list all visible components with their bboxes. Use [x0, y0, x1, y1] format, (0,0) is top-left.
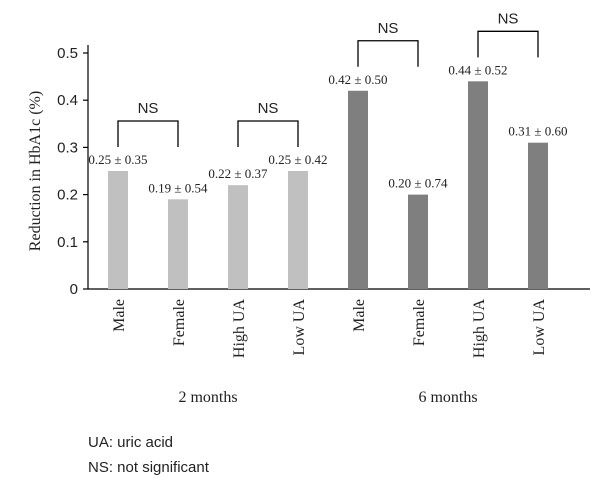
bar-value-label: 0.44 ± 0.52 [448, 62, 507, 77]
category-label: Female [411, 299, 428, 346]
bar [168, 199, 188, 289]
category-label: Low UA [291, 299, 308, 356]
ns-label: NS [258, 100, 279, 117]
bar [528, 142, 548, 289]
ns-label: NS [498, 10, 519, 27]
bar-value-label: 0.19 ± 0.54 [148, 180, 208, 195]
bar-value-label: 0.42 ± 0.50 [328, 72, 387, 87]
y-tick-label: 0.2 [57, 187, 78, 204]
note-not-significant: NS: not significant [88, 459, 209, 476]
note-uric-acid: UA: uric acid [88, 434, 174, 451]
bar-value-label: 0.25 ± 0.35 [88, 152, 147, 167]
bar [108, 171, 128, 289]
ns-bracket [237, 120, 299, 147]
bar [468, 81, 488, 289]
bar-value-label: 0.31 ± 0.60 [508, 124, 567, 139]
category-label: Female [171, 299, 188, 346]
y-tick-label: 0.5 [57, 45, 78, 62]
ns-label: NS [378, 20, 399, 37]
bar [288, 171, 308, 289]
ns-bracket [117, 120, 179, 147]
bar-chart: 0 0.1 0.2 0.3 0.4 0.5 Reduction in HbA1c (%) 0.… [27, 10, 590, 406]
y-tick-label: 0.1 [57, 234, 78, 251]
y-tick-label: 0.4 [57, 92, 78, 109]
category-label: High UA [231, 299, 248, 359]
group-label: 6 months [418, 389, 477, 406]
y-tick-label: 0 [70, 281, 78, 298]
group-label: 2 months [178, 389, 237, 406]
ns-label: NS [138, 100, 159, 117]
bar [348, 90, 368, 289]
bar-value-label: 0.20 ± 0.74 [388, 176, 448, 191]
bar [228, 185, 248, 289]
bar-value-label: 0.22 ± 0.37 [208, 166, 268, 181]
ns-bracket [477, 30, 539, 58]
ns-bracket [357, 40, 419, 67]
y-tick-label: 0.3 [57, 139, 78, 156]
chart-notes: UA: uric acid NS: not significant [88, 430, 209, 480]
bar-value-label: 0.25 ± 0.42 [268, 152, 327, 167]
category-label: Male [111, 299, 128, 332]
y-axis-label: Reduction in HbA1c (%) [27, 91, 44, 251]
bar [408, 194, 428, 289]
category-label: Low UA [531, 299, 548, 356]
category-label: Male [351, 299, 368, 332]
category-label: High UA [471, 299, 488, 359]
